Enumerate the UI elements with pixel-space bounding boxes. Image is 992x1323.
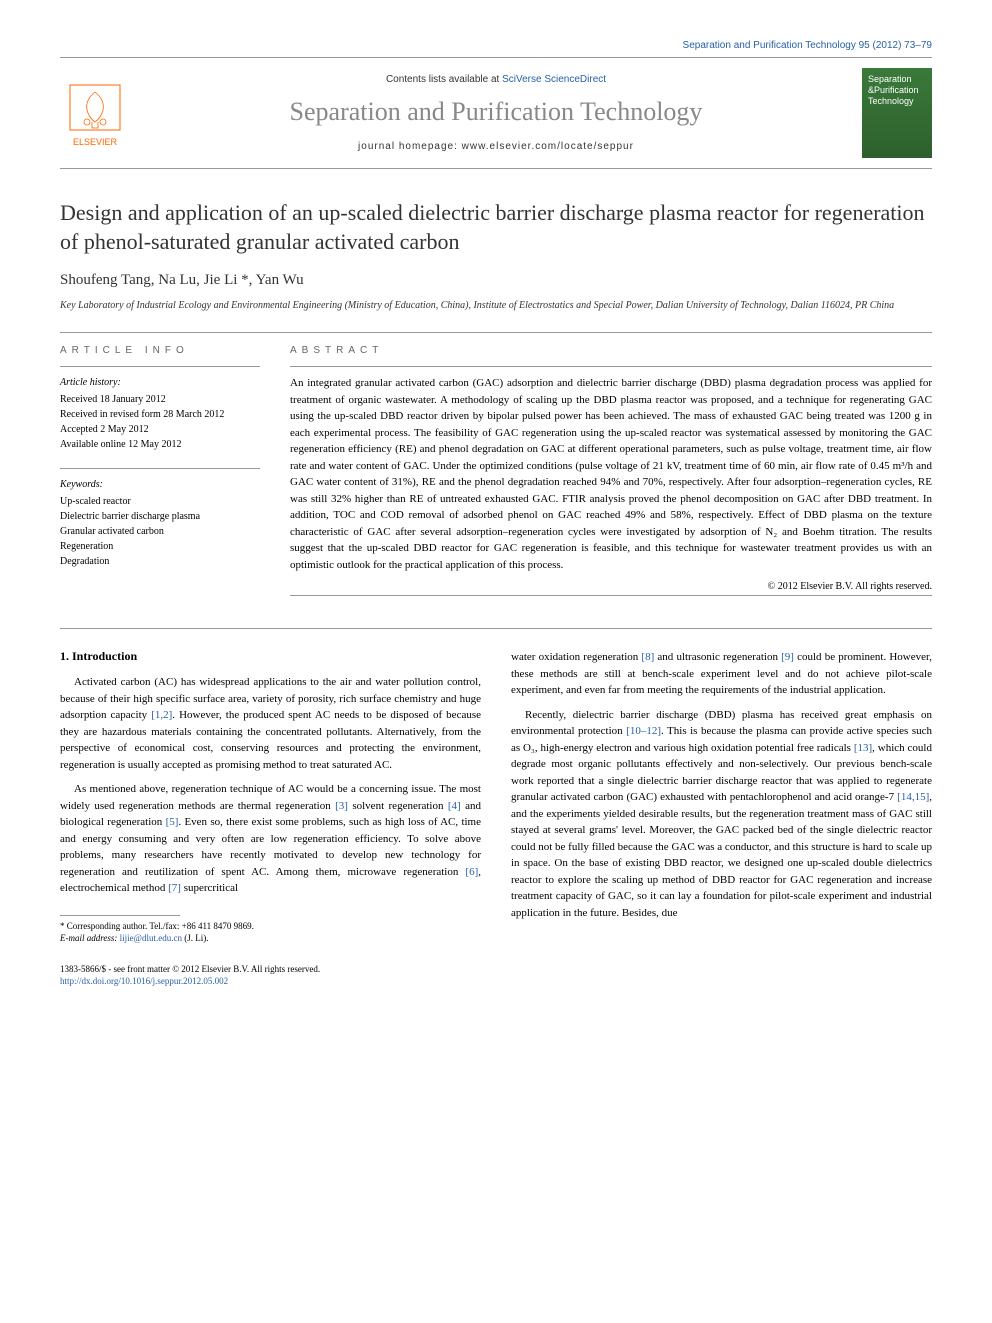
section-heading: 1. Introduction [60,649,481,664]
history-item: Available online 12 May 2012 [60,437,260,452]
abstract-column: ABSTRACT An integrated granular activate… [290,345,932,604]
contents-available: Contents lists available at SciVerse Sci… [150,74,842,85]
elsevier-logo: ELSEVIER [60,73,130,153]
footnote-divider [60,915,180,916]
corresponding-author-footnote: * Corresponding author. Tel./fax: +86 41… [60,920,481,945]
divider [60,628,932,629]
elsevier-label: ELSEVIER [73,137,117,147]
issn-line: 1383-5866/$ - see front matter © 2012 El… [60,963,481,976]
keywords-label: Keywords: [60,477,260,492]
abstract-heading: ABSTRACT [290,345,932,356]
ref-link[interactable]: [5] [166,816,179,828]
ref-link[interactable]: [10–12] [626,725,661,737]
journal-homepage: journal homepage: www.elsevier.com/locat… [150,141,842,152]
elsevier-tree-icon [65,80,125,135]
body-left-column: 1. Introduction Activated carbon (AC) ha… [60,649,481,988]
journal-title: Separation and Purification Technology [150,97,842,127]
author-list: Shoufeng Tang, Na Lu, Jie Li *, Yan Wu [60,272,932,289]
article-info-sidebar: ARTICLE INFO Article history: Received 1… [60,345,260,604]
ref-link[interactable]: [1,2] [151,709,172,721]
page-footer: 1383-5866/$ - see front matter © 2012 El… [60,963,481,988]
journal-banner: ELSEVIER Contents lists available at Sci… [60,57,932,169]
ref-link[interactable]: [3] [335,800,348,812]
doi-link[interactable]: http://dx.doi.org/10.1016/j.seppur.2012.… [60,976,228,986]
ref-link[interactable]: [7] [168,882,181,894]
history-item: Received 18 January 2012 [60,392,260,407]
affiliation: Key Laboratory of Industrial Ecology and… [60,299,932,312]
authors-text: Shoufeng Tang, Na Lu, Jie Li *, Yan Wu [60,272,304,288]
ref-link[interactable]: [9] [781,651,794,663]
abstract-text: An integrated granular activated carbon … [290,375,932,573]
email-label: E-mail address: [60,933,120,943]
history-label: Article history: [60,375,260,390]
ref-link[interactable]: [6] [465,866,478,878]
keyword: Regeneration [60,539,260,554]
history-item: Accepted 2 May 2012 [60,422,260,437]
contents-prefix: Contents lists available at [386,74,502,85]
email-link[interactable]: lijie@dlut.edu.cn [120,933,182,943]
keyword: Up-scaled reactor [60,494,260,509]
body-right-column: water oxidation regeneration [8] and ult… [511,649,932,988]
keyword: Dielectric barrier discharge plasma [60,509,260,524]
ref-link[interactable]: [4] [448,800,461,812]
keyword: Granular activated carbon [60,524,260,539]
corr-author-line: * Corresponding author. Tel./fax: +86 41… [60,920,481,933]
body-paragraph: As mentioned above, regeneration techniq… [60,781,481,897]
journal-cover-thumb: Separation &Purification Technology [862,68,932,158]
body-paragraph: Activated carbon (AC) has widespread app… [60,674,481,773]
sciencedirect-link[interactable]: SciVerse ScienceDirect [502,74,606,85]
ref-link[interactable]: [13] [854,742,872,754]
citation-line: Separation and Purification Technology 9… [60,40,932,51]
ref-link[interactable]: [14,15] [897,791,929,803]
cover-title: Separation &Purification Technology [868,74,926,106]
article-title: Design and application of an up-scaled d… [60,199,932,256]
article-info-heading: ARTICLE INFO [60,345,260,356]
keyword: Degradation [60,554,260,569]
ref-link[interactable]: [8] [641,651,654,663]
history-item: Received in revised form 28 March 2012 [60,407,260,422]
email-suffix: (J. Li). [182,933,209,943]
body-paragraph: water oxidation regeneration [8] and ult… [511,649,932,699]
divider [60,332,932,333]
abstract-copyright: © 2012 Elsevier B.V. All rights reserved… [290,581,932,592]
body-paragraph: Recently, dielectric barrier discharge (… [511,707,932,922]
